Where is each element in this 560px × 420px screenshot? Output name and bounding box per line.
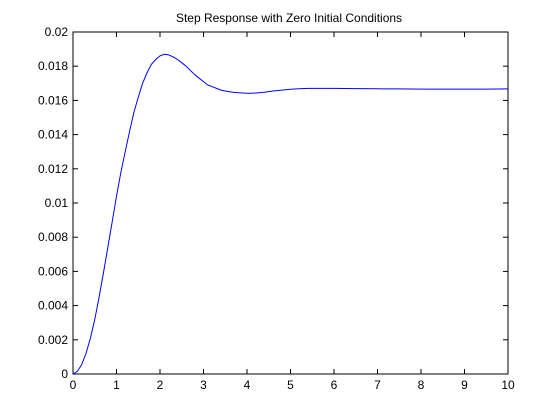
y-tick-label: 0.01	[45, 196, 69, 210]
y-tick-label: 0	[61, 367, 68, 381]
y-tick-label: 0.006	[38, 264, 68, 278]
x-tick-label: 1	[113, 378, 120, 392]
x-tick-label: 5	[287, 378, 294, 392]
x-tick-label: 7	[374, 378, 381, 392]
y-tick-label: 0.02	[45, 25, 69, 39]
x-tick-label: 4	[244, 378, 251, 392]
y-tick-label: 0.004	[38, 299, 68, 313]
x-tick-label: 3	[200, 378, 207, 392]
x-tick-label: 9	[461, 378, 468, 392]
y-tick-label: 0.012	[38, 162, 68, 176]
x-tick-label: 10	[501, 378, 515, 392]
x-tick-label: 8	[418, 378, 425, 392]
y-tick-label: 0.018	[38, 59, 68, 73]
x-tick-label: 6	[331, 378, 338, 392]
chart-title: Step Response with Zero Initial Conditio…	[176, 11, 402, 25]
y-tick-label: 0.016	[38, 93, 68, 107]
x-tick-label: 2	[157, 378, 164, 392]
y-tick-label: 0.002	[38, 333, 68, 347]
y-tick-label: 0.014	[38, 128, 68, 142]
plot-area	[73, 32, 508, 374]
y-tick-label: 0.008	[38, 230, 68, 244]
x-tick-label: 0	[70, 378, 77, 392]
